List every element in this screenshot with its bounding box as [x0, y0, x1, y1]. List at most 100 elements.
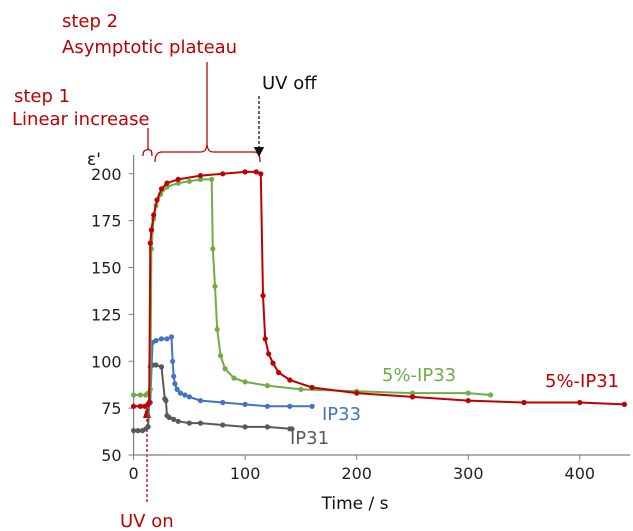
series-label-5pct-ip31: 5%-IP31 — [545, 371, 619, 392]
x-tick-label: 100 — [230, 464, 261, 483]
x-axis-ticks: 0 100 200 300 400 — [128, 455, 595, 483]
series-5pct-ip31 — [131, 169, 628, 409]
data-point-ip31 — [264, 424, 270, 430]
series-line-ip33 — [133, 335, 313, 408]
data-point-5pct-ip31 — [465, 398, 471, 404]
series-ip31 — [131, 362, 295, 434]
data-point-ip33 — [220, 399, 226, 406]
data-point-ip31 — [166, 414, 172, 421]
series-layer — [131, 169, 628, 434]
data-point-ip33 — [171, 373, 177, 379]
data-point-5pct-ip31 — [266, 351, 272, 357]
step2-description-label: Asymptotic plateau — [62, 37, 237, 58]
series-line-5pct-ip33 — [133, 178, 491, 396]
data-point-5pct-ip33 — [465, 390, 471, 396]
data-point-5pct-ip33 — [131, 392, 137, 398]
data-point-5pct-ip31 — [154, 197, 160, 203]
data-point-5pct-ip33 — [210, 246, 216, 252]
series-line-5pct-ip31 — [133, 170, 625, 408]
y-tick-label: 100 — [91, 352, 122, 371]
uv-on-label: UV on — [120, 511, 174, 531]
data-point-ip33 — [242, 401, 248, 407]
data-point-5pct-ip33 — [488, 392, 494, 398]
x-tick-label: 400 — [565, 464, 596, 483]
data-point-ip33 — [153, 338, 159, 344]
data-point-5pct-ip31 — [175, 176, 181, 182]
data-point-5pct-ip33 — [242, 379, 248, 385]
data-point-ip33 — [164, 336, 170, 342]
data-point-ip33 — [197, 398, 204, 404]
data-point-ip31 — [220, 422, 226, 428]
data-point-5pct-ip31 — [621, 401, 628, 407]
data-point-5pct-ip33 — [175, 180, 181, 186]
data-point-ip33 — [182, 392, 188, 398]
data-point-5pct-ip31 — [260, 293, 266, 299]
data-point-5pct-ip31 — [521, 399, 527, 406]
data-point-5pct-ip31 — [354, 390, 360, 396]
data-point-5pct-ip31 — [146, 399, 152, 406]
data-point-5pct-ip33 — [186, 178, 192, 184]
y-tick-label: 50 — [101, 446, 121, 465]
data-point-5pct-ip31 — [253, 169, 259, 175]
y-tick-label: 200 — [91, 165, 122, 184]
data-point-ip33 — [264, 403, 270, 409]
data-point-ip33 — [186, 394, 192, 400]
y-axis-ticks: 50 75 100 125 150 175 200 — [91, 165, 134, 465]
data-point-ip31 — [145, 424, 151, 430]
data-point-5pct-ip31 — [262, 336, 268, 342]
data-point-5pct-ip33 — [264, 383, 270, 389]
data-point-ip33 — [158, 336, 165, 342]
x-tick-label: 0 — [128, 464, 138, 483]
step1-description-label: Linear increase — [12, 109, 150, 130]
y-tick-label: 75 — [101, 399, 121, 418]
data-point-5pct-ip33 — [409, 390, 416, 396]
data-point-5pct-ip31 — [242, 169, 248, 175]
data-point-ip33 — [287, 403, 293, 409]
data-point-5pct-ip33 — [218, 353, 224, 359]
data-point-ip31 — [242, 424, 248, 430]
data-point-5pct-ip31 — [287, 377, 293, 383]
data-point-ip33 — [172, 381, 178, 387]
data-point-ip31 — [171, 416, 177, 422]
data-point-ip31 — [175, 418, 181, 424]
x-axis-title: Time / s — [321, 494, 389, 514]
data-point-5pct-ip31 — [220, 171, 226, 177]
step2-bracket — [154, 144, 261, 163]
data-point-5pct-ip31 — [131, 403, 137, 409]
data-point-5pct-ip31 — [309, 384, 315, 391]
data-point-ip31 — [186, 420, 192, 426]
data-point-5pct-ip33 — [298, 386, 304, 392]
step2-number-label: step 2 — [62, 11, 118, 32]
data-point-5pct-ip33 — [137, 392, 143, 398]
series-ip33 — [131, 334, 315, 409]
data-point-5pct-ip33 — [197, 176, 204, 182]
series-label-5pct-ip33: 5%-IP33 — [382, 365, 456, 386]
data-point-5pct-ip31 — [147, 240, 153, 246]
data-point-ip31 — [131, 428, 137, 434]
y-tick-label: 175 — [91, 212, 122, 231]
data-point-ip31 — [135, 428, 141, 434]
uv-off-label: UV off — [262, 73, 317, 94]
y-tick-label: 150 — [91, 259, 122, 278]
data-point-ip31 — [158, 364, 165, 370]
data-point-5pct-ip33 — [214, 326, 220, 332]
data-point-ip33 — [174, 386, 180, 392]
x-tick-label: 300 — [453, 464, 484, 483]
data-point-5pct-ip31 — [151, 212, 157, 218]
data-point-5pct-ip33 — [231, 375, 237, 381]
data-point-5pct-ip31 — [148, 227, 154, 233]
step1-bracket — [142, 145, 153, 157]
data-point-5pct-ip31 — [276, 369, 282, 376]
series-label-ip31: IP31 — [290, 428, 329, 449]
y-tick-label: 125 — [91, 305, 122, 324]
data-point-ip31 — [153, 362, 159, 368]
y-axis-title: ε' — [87, 150, 101, 170]
data-point-5pct-ip31 — [158, 186, 165, 192]
data-point-5pct-ip31 — [577, 399, 583, 406]
data-point-5pct-ip31 — [164, 180, 170, 186]
data-point-5pct-ip33 — [222, 366, 228, 372]
x-tick-label: 200 — [341, 464, 372, 483]
data-point-ip31 — [163, 398, 169, 404]
data-point-ip33 — [309, 403, 315, 409]
